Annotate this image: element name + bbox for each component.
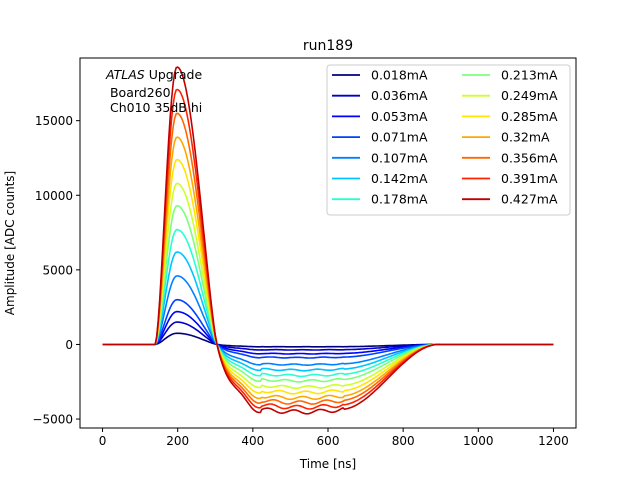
x-axis: 0 200 400 600 800 1000 1200 <box>99 428 569 448</box>
annotation-upgrade: Upgrade <box>145 67 203 82</box>
x-tick-label: 1000 <box>463 434 494 448</box>
y-tick-label: 10000 <box>35 189 73 203</box>
legend-label: 0.178mA <box>371 192 428 207</box>
legend: 0.018mA 0.036mA 0.053mA 0.071mA 0.107mA 0.142… <box>326 64 571 216</box>
y-axis-label: Amplitude [ADC counts] <box>3 171 17 315</box>
x-tick-label: 1200 <box>538 434 569 448</box>
annotation-line-1: ATLAS Upgrade <box>105 67 202 82</box>
legend-label: 0.391mA <box>501 171 558 186</box>
x-tick-label: 800 <box>392 434 415 448</box>
x-tick-label: 400 <box>241 434 264 448</box>
annotation: ATLAS Upgrade Board260 Ch010 35dB hi <box>105 67 202 115</box>
legend-label: 0.213mA <box>501 68 558 83</box>
legend-label: 0.249mA <box>501 88 558 103</box>
x-tick-label: 0 <box>99 434 107 448</box>
legend-label: 0.356mA <box>501 150 558 165</box>
legend-label: 0.142mA <box>371 171 428 186</box>
annotation-line-3: Ch010 35dB hi <box>106 100 202 115</box>
chart-title: run189 <box>303 38 353 54</box>
legend-label: 0.427mA <box>501 192 558 207</box>
legend-label: 0.32mA <box>501 130 550 145</box>
legend-label: 0.071mA <box>371 130 428 145</box>
plot-lines <box>102 66 554 415</box>
legend-label: 0.053mA <box>371 109 428 124</box>
y-tick-label: 5000 <box>42 263 73 277</box>
legend-label: 0.018mA <box>371 68 428 83</box>
legend-label: 0.107mA <box>371 150 428 165</box>
annotation-line-2: Board260 <box>106 85 171 100</box>
legend-frame <box>326 64 571 216</box>
y-tick-label: 15000 <box>35 114 73 128</box>
x-axis-label: Time [ns] <box>299 457 356 471</box>
annotation-atlas: ATLAS <box>105 67 145 82</box>
x-tick-label: 200 <box>166 434 189 448</box>
legend-label: 0.036mA <box>371 88 428 103</box>
legend-label: 0.285mA <box>501 109 558 124</box>
y-tick-label: 0 <box>65 338 73 352</box>
y-axis: −5000 0 5000 10000 15000 <box>32 114 80 427</box>
series-line <box>102 66 554 415</box>
y-tick-label: −5000 <box>32 413 73 427</box>
x-tick-label: 600 <box>317 434 340 448</box>
